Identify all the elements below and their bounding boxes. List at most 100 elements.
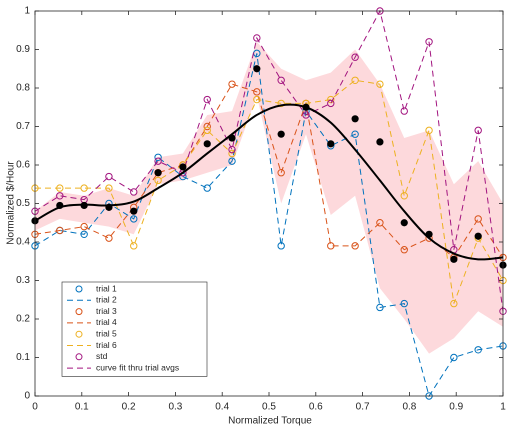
legend-label: trial 3 — [96, 306, 117, 316]
average-dot — [400, 219, 408, 227]
trial-marker — [351, 53, 359, 61]
trial-marker — [56, 192, 64, 200]
average-dot — [327, 140, 335, 148]
legend-marker — [75, 330, 83, 338]
average-dot — [474, 232, 482, 240]
legend-box — [61, 281, 208, 377]
trial-marker — [277, 76, 285, 85]
trial-marker — [376, 219, 384, 227]
legend-marker — [75, 308, 83, 316]
average-dot — [351, 115, 359, 123]
trial-marker — [228, 145, 236, 154]
legend-label: trial 4 — [96, 317, 117, 327]
trial-line — [35, 79, 504, 304]
trial-marker — [203, 95, 211, 104]
average-dot — [80, 201, 88, 210]
trial-marker — [474, 215, 482, 223]
average-dot — [154, 169, 162, 177]
x-tick-label: 0.3 — [168, 402, 182, 413]
trial-marker — [474, 346, 482, 354]
trial-marker — [425, 38, 433, 46]
trial-marker — [130, 242, 138, 250]
y-tick-label: 1 — [24, 6, 30, 17]
y-tick-label: 0.6 — [16, 160, 30, 171]
y-axis-label: Normalized $/Hour — [6, 161, 17, 245]
trial-marker — [327, 99, 335, 108]
y-tick-label: 0.8 — [16, 83, 30, 94]
trial-marker — [400, 107, 408, 115]
trial-marker — [80, 222, 88, 231]
trial-marker — [450, 353, 458, 362]
trial-marker — [154, 153, 162, 162]
trial-marker — [56, 184, 64, 192]
trial-marker — [56, 226, 64, 235]
average-dot — [203, 140, 211, 148]
x-tick-label: 0.2 — [122, 402, 136, 413]
trial-marker — [130, 215, 138, 223]
trial-marker — [351, 130, 359, 138]
trial-marker — [105, 234, 113, 242]
x-tick-label: 0.7 — [356, 402, 370, 413]
trial-marker — [400, 299, 408, 308]
y-tick-label: 0.4 — [16, 237, 30, 248]
x-tick-label: 0.6 — [309, 402, 323, 413]
trial-marker — [351, 242, 359, 250]
trial-marker — [105, 172, 113, 181]
trial-line — [34, 83, 504, 259]
y-tick-label: 0.3 — [16, 275, 30, 286]
trial-marker — [351, 76, 359, 85]
average-dot — [425, 230, 433, 238]
x-tick-label: 1 — [500, 402, 506, 413]
trial-marker — [228, 149, 236, 158]
y-tick-label: 0.2 — [16, 314, 30, 325]
trial-marker — [400, 246, 408, 254]
trial-marker — [450, 299, 458, 308]
trial-marker — [425, 126, 433, 135]
legend-marker — [75, 285, 83, 293]
average-dot — [376, 138, 384, 146]
legend-label: trial 2 — [96, 295, 117, 305]
x-tick-label: 0.5 — [262, 402, 276, 413]
trial-marker — [253, 88, 261, 96]
x-tick-label: 0.4 — [215, 402, 229, 413]
trial-marker — [228, 157, 236, 165]
std-band — [35, 41, 503, 354]
average-dot — [179, 163, 187, 171]
trial-marker — [130, 188, 138, 196]
y-tick-label: 0.1 — [16, 352, 30, 363]
trial-line — [34, 53, 504, 398]
x-tick-label: 0 — [32, 402, 38, 413]
x-tick-label: 0.9 — [449, 402, 463, 413]
legend-label: trial 1 — [96, 283, 117, 293]
average-dot — [253, 65, 261, 73]
average-dot — [130, 207, 138, 215]
trial-marker — [376, 80, 384, 88]
trial-marker — [400, 192, 408, 200]
trial-marker — [474, 126, 482, 135]
trial-marker — [154, 157, 162, 165]
average-dot — [228, 134, 236, 142]
y-tick-label: 0 — [24, 391, 30, 402]
y-tick-label: 0.5 — [16, 198, 30, 209]
trial-marker — [376, 303, 384, 312]
trial-marker — [277, 99, 285, 108]
trial-marker — [154, 176, 162, 185]
x-axis-label: Normalized Torque — [228, 416, 312, 427]
trial-marker — [203, 126, 211, 135]
legend-label: trial 6 — [96, 340, 117, 350]
y-tick-label: 0.7 — [16, 121, 30, 132]
legend-label: std — [96, 351, 108, 361]
trial-marker — [253, 95, 261, 104]
trial-marker — [80, 230, 88, 239]
x-tick-label: 0.1 — [75, 402, 89, 413]
trial-marker — [203, 184, 211, 192]
trial-marker — [203, 122, 211, 131]
trial-marker — [80, 184, 88, 192]
trial-marker — [277, 169, 285, 177]
average-dot — [56, 201, 64, 210]
legend-marker — [75, 353, 83, 361]
trial-marker — [105, 184, 113, 192]
trial-line — [34, 9, 504, 312]
legend-label: trial 5 — [96, 328, 117, 338]
